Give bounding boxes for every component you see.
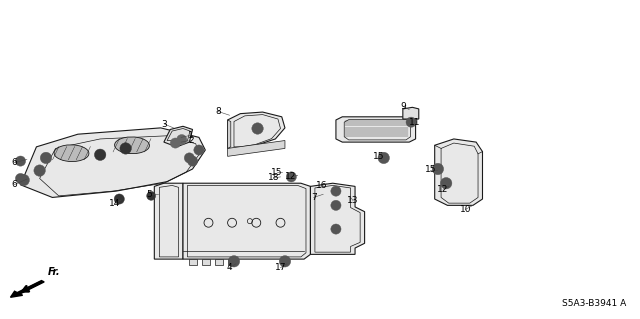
- Ellipse shape: [279, 256, 291, 267]
- Text: 6: 6: [12, 180, 17, 189]
- Text: 6: 6: [12, 158, 17, 167]
- Text: 4: 4: [227, 263, 232, 272]
- Polygon shape: [336, 117, 415, 142]
- Text: 14: 14: [109, 199, 120, 208]
- Ellipse shape: [177, 135, 187, 145]
- Text: 12: 12: [285, 172, 296, 182]
- Text: 9: 9: [400, 102, 406, 111]
- Ellipse shape: [331, 186, 341, 196]
- Text: 15: 15: [373, 152, 385, 161]
- Text: 1: 1: [188, 131, 194, 140]
- Polygon shape: [228, 112, 285, 148]
- Polygon shape: [403, 107, 419, 119]
- Text: 15: 15: [271, 168, 282, 177]
- Ellipse shape: [147, 191, 156, 200]
- Ellipse shape: [331, 200, 341, 211]
- Text: 3: 3: [162, 120, 168, 129]
- Ellipse shape: [114, 194, 124, 204]
- Text: Fr.: Fr.: [48, 267, 61, 278]
- Ellipse shape: [120, 143, 131, 154]
- Ellipse shape: [184, 153, 195, 163]
- Ellipse shape: [440, 177, 452, 189]
- Text: 2: 2: [188, 136, 194, 145]
- Ellipse shape: [115, 137, 150, 154]
- Ellipse shape: [54, 145, 89, 161]
- Polygon shape: [154, 183, 183, 259]
- Text: 11: 11: [408, 118, 420, 127]
- Ellipse shape: [15, 174, 26, 183]
- Text: 5: 5: [147, 190, 152, 199]
- Text: 13: 13: [348, 196, 359, 205]
- Ellipse shape: [95, 149, 106, 160]
- Text: 15: 15: [424, 165, 436, 174]
- Ellipse shape: [252, 123, 263, 134]
- Ellipse shape: [406, 117, 416, 127]
- Polygon shape: [435, 139, 483, 205]
- Ellipse shape: [15, 156, 26, 166]
- Text: 18: 18: [268, 173, 280, 182]
- Ellipse shape: [34, 165, 45, 176]
- Ellipse shape: [40, 152, 52, 164]
- Bar: [202, 259, 210, 265]
- FancyArrow shape: [10, 281, 44, 297]
- Polygon shape: [20, 128, 205, 197]
- Ellipse shape: [228, 256, 240, 267]
- Text: 7: 7: [311, 193, 317, 202]
- Ellipse shape: [378, 152, 390, 164]
- Polygon shape: [183, 183, 310, 259]
- Bar: [189, 259, 197, 265]
- Text: 8: 8: [215, 107, 221, 116]
- Text: S5A3-B3941 A: S5A3-B3941 A: [562, 299, 626, 308]
- Ellipse shape: [286, 172, 296, 182]
- Text: 17: 17: [275, 263, 286, 272]
- Text: 12: 12: [437, 185, 449, 194]
- Polygon shape: [228, 141, 285, 156]
- Ellipse shape: [18, 174, 29, 186]
- Ellipse shape: [432, 163, 444, 175]
- Ellipse shape: [170, 138, 180, 148]
- Ellipse shape: [331, 224, 341, 234]
- Polygon shape: [228, 120, 231, 148]
- Polygon shape: [310, 183, 365, 254]
- Polygon shape: [164, 126, 193, 147]
- Ellipse shape: [194, 145, 204, 155]
- Text: 10: 10: [460, 205, 471, 214]
- Ellipse shape: [188, 156, 198, 166]
- Bar: [215, 259, 223, 265]
- Bar: [228, 259, 236, 265]
- Text: 16: 16: [316, 181, 328, 190]
